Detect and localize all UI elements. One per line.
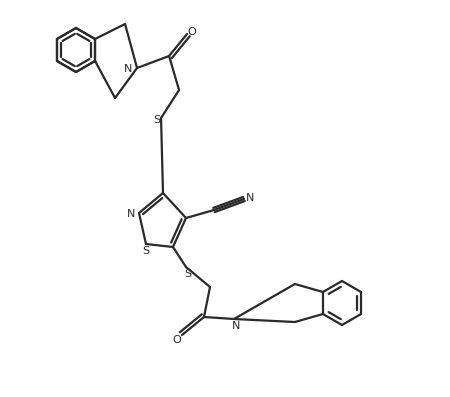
Text: O: O bbox=[173, 335, 181, 345]
Text: N: N bbox=[246, 193, 254, 203]
Text: S: S bbox=[143, 246, 149, 256]
Text: S: S bbox=[153, 115, 161, 125]
Text: O: O bbox=[188, 27, 197, 37]
Text: N: N bbox=[127, 209, 135, 219]
Text: N: N bbox=[232, 321, 240, 331]
Text: N: N bbox=[124, 64, 132, 74]
Text: S: S bbox=[184, 269, 192, 279]
